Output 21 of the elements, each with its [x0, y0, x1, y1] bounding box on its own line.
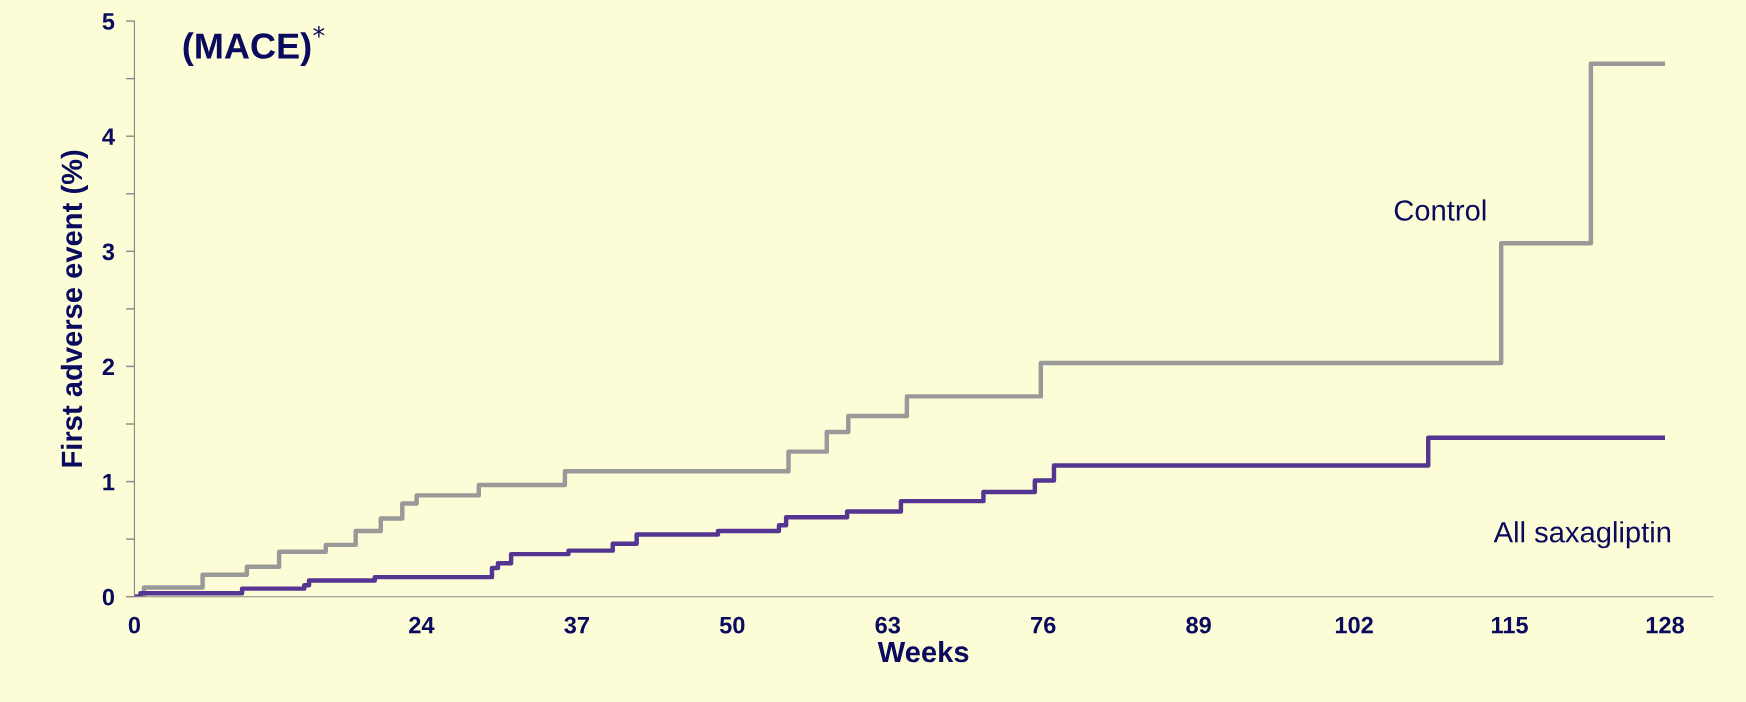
text: All saxagliptin — [1493, 521, 1671, 549]
x-tick-label: 115 — [1491, 617, 1528, 634]
y-tick-label: 5 — [102, 13, 115, 30]
y-axis-title: First adverse event (%) — [60, 150, 88, 467]
y-tick-label: 4 — [102, 128, 115, 145]
x-tick-label: 0 — [128, 616, 141, 634]
x-tick-label: 76 — [1031, 616, 1056, 634]
y-tick-label: 2 — [102, 358, 115, 375]
x-tick-label: 63 — [875, 616, 901, 634]
x-tick-label: 89 — [1186, 616, 1211, 634]
x-tick-label: 50 — [719, 616, 745, 634]
y-tick-label: 1 — [103, 473, 115, 491]
x-axis-title: Weeks — [877, 640, 969, 663]
chart-title: (MACE)$^{*}$ — [183, 25, 325, 66]
series-label: Control — [1394, 199, 1486, 221]
y-tick-label: 3 — [102, 243, 115, 261]
y-tick-label: 0 — [102, 588, 115, 606]
x-tick-label: 102 — [1335, 616, 1373, 634]
x-tick-label: 37 — [564, 616, 589, 634]
x-tick-label: 128 — [1646, 616, 1684, 634]
x-tick-label: 24 — [409, 616, 435, 634]
